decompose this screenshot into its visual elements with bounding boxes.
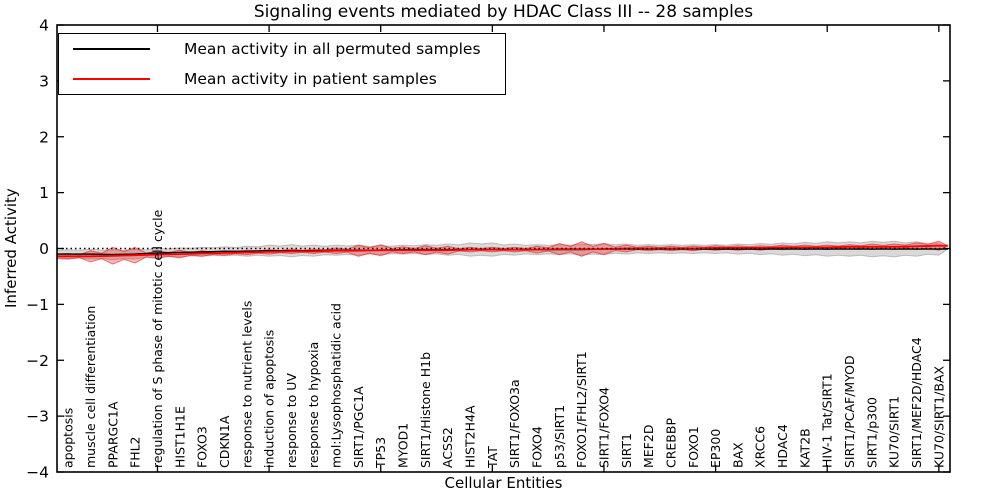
x-category-label: response to nutrient levels — [239, 301, 254, 468]
x-category-label: BAX — [730, 442, 745, 468]
x-category-label: TAT — [485, 446, 500, 469]
x-category-label: SIRT1/Histone H1b — [418, 352, 433, 468]
x-category-label: SIRT1/FOXO4 — [597, 387, 612, 468]
chart-title: Signaling events mediated by HDAC Class … — [253, 2, 754, 22]
x-category-label: regulation of S phase of mitotic cell cy… — [150, 209, 165, 468]
x-category-label: p53/SIRT1 — [552, 405, 567, 468]
x-category-label: response to UV — [284, 373, 299, 468]
patient-line-swatch — [73, 77, 150, 80]
x-category-label: SIRT1/MEF2D/HDAC4 — [909, 337, 924, 468]
x-category-label: CREBBP — [663, 418, 678, 468]
x-category-label: HIV-1 Tat/SIRT1 — [820, 373, 835, 468]
x-category-label: ACSS2 — [440, 427, 455, 468]
legend-entry-patient: Mean activity in patient samples — [59, 65, 505, 93]
x-category-label: XRCC6 — [753, 426, 768, 468]
x-category-label: FOXO1/FHL2/SIRT1 — [574, 351, 589, 468]
y-tick-label: −2 — [26, 352, 49, 370]
y-tick-label: 4 — [39, 17, 49, 35]
x-category-label: HIST2H4A — [463, 405, 478, 468]
x-category-label: HIST1H1E — [172, 406, 187, 468]
y-tick-label: 0 — [39, 240, 49, 258]
x-category-label: MEF2D — [641, 425, 656, 468]
x-category-label: mol:Lysophosphatidic acid — [329, 303, 344, 468]
x-category-label: SIRT1/PCAF/MYOD — [842, 355, 857, 468]
legend-entry-permuted: Mean activity in all permuted samples — [59, 35, 505, 63]
x-category-label: EP300 — [708, 429, 723, 468]
x-category-label: response to hypoxia — [306, 342, 321, 468]
x-category-label: FOXO1 — [686, 426, 701, 468]
x-category-label: apoptosis — [61, 408, 76, 468]
x-category-label: MYOD1 — [396, 423, 411, 468]
x-category-label: KU70/SIRT1 — [887, 396, 902, 468]
x-category-label: SIRT1 — [619, 433, 634, 468]
patient-mean-line — [57, 244, 948, 258]
x-category-label: TP53 — [373, 437, 388, 469]
y-tick-label: −4 — [26, 464, 49, 482]
x-category-label: FOXO4 — [530, 426, 545, 468]
y-tick-label: 3 — [39, 72, 49, 90]
y-tick-label: −3 — [26, 408, 49, 426]
x-category-label: KAT2B — [797, 428, 812, 468]
x-category-label: KU70/SIRT1/BAX — [931, 366, 946, 468]
x-category-label: muscle cell differentiation — [83, 306, 98, 468]
legend-label-patient: Mean activity in patient samples — [184, 69, 437, 88]
x-category-label: SIRT1/FOXO3a — [507, 379, 522, 468]
y-axis-label: Inferred Activity — [2, 188, 20, 308]
legend: Mean activity in all permuted samples Me… — [58, 33, 506, 95]
x-axis-label: Cellular Entities — [444, 474, 563, 492]
x-category-label: FHL2 — [128, 436, 143, 468]
legend-label-permuted: Mean activity in all permuted samples — [184, 40, 481, 59]
x-category-label: PPARGC1A — [105, 401, 120, 468]
x-category-label: SIRT1/PGC1A — [351, 386, 366, 468]
permuted-line-swatch — [73, 48, 150, 51]
x-category-label: CDKN1A — [217, 415, 232, 468]
x-category-label: HDAC4 — [775, 424, 790, 468]
y-tick-label: 2 — [39, 128, 49, 146]
y-tick-label: −1 — [26, 296, 49, 314]
x-category-label: induction of apoptosis — [262, 330, 277, 468]
y-tick-label: 1 — [39, 184, 49, 202]
x-category-label: SIRT1/p300 — [864, 397, 879, 468]
x-category-label: FOXO3 — [195, 426, 210, 468]
